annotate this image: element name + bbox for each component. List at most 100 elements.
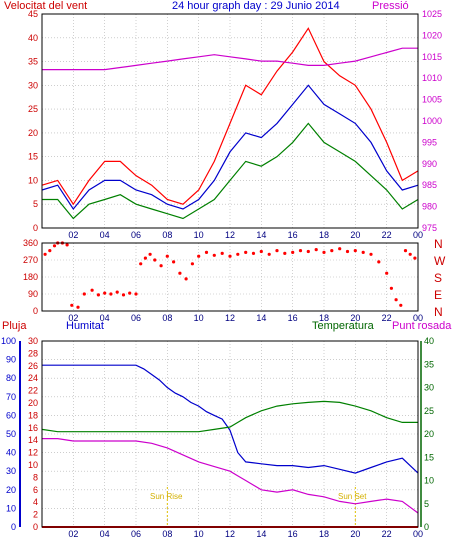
direction-point (65, 243, 69, 247)
rain-y-tick-4: 4 (33, 497, 38, 507)
dew-point-axis-title: Punt rosada (392, 320, 452, 332)
rain-y-tick-10: 10 (28, 460, 38, 470)
wind-speed-axis-title: Velocitat del vent (4, 0, 88, 12)
temperature-y-tick-0: 0 (424, 522, 429, 532)
humidity-y-tick-30: 30 (6, 466, 16, 476)
humidity-x-tick-20: 20 (350, 529, 360, 539)
direction-x-tick-12: 12 (225, 313, 235, 323)
direction-point (394, 298, 398, 302)
pressure-axis-title: Pressió (372, 0, 409, 12)
temperature-y-tick-5: 5 (424, 499, 429, 509)
direction-x-tick-22: 22 (382, 313, 392, 323)
wind-y-tick-40: 40 (28, 33, 38, 43)
direction-point (134, 292, 138, 296)
humidity-axis-title: Humitat (66, 320, 104, 332)
wind-x-tick-10: 10 (194, 230, 204, 240)
direction-point (76, 305, 80, 309)
rain-y-tick-0: 0 (33, 522, 38, 532)
temperature-axis-title: Temperatura (312, 320, 374, 332)
direction-point (283, 251, 287, 255)
direction-point (259, 249, 263, 254)
direction-point (338, 247, 342, 251)
rain-y-tick-2: 2 (33, 510, 38, 520)
temperature-y-tick-15: 15 (424, 452, 434, 462)
rain-y-tick-16: 16 (28, 423, 38, 433)
direction-point (178, 271, 182, 275)
direction-y-tick-180: 180 (23, 272, 38, 282)
rain-y-tick-30: 30 (28, 336, 38, 346)
direction-point (361, 250, 365, 254)
direction-y-tick-90: 90 (28, 289, 38, 299)
direction-point (330, 249, 334, 253)
direction-point (212, 253, 216, 257)
pressure-y-tick-1005: 1005 (422, 95, 442, 105)
direction-x-tick-08: 08 (162, 313, 172, 323)
direction-point (377, 260, 381, 264)
rain-y-tick-18: 18 (28, 410, 38, 420)
wind-series-pressió (42, 47, 418, 71)
humidity-y-tick-70: 70 (6, 392, 16, 402)
pressure-y-tick-1025: 1025 (422, 9, 442, 19)
wind-x-tick-04: 04 (100, 230, 110, 240)
pressure-y-tick-980: 980 (422, 202, 437, 212)
temperature-y-tick-25: 25 (424, 406, 434, 416)
pressure-y-tick-985: 985 (422, 180, 437, 190)
direction-x-tick-04: 04 (100, 313, 110, 323)
direction-point (43, 252, 47, 256)
pressure-y-tick-995: 995 (422, 137, 437, 147)
rain-y-tick-20: 20 (28, 398, 38, 408)
direction-point (115, 290, 119, 294)
direction-point (220, 251, 224, 255)
humidity-x-tick-14: 14 (256, 529, 266, 539)
rain-y-tick-8: 8 (33, 472, 38, 482)
direction-x-tick-06: 06 (131, 313, 141, 323)
direction-point (322, 250, 326, 254)
direction-point (70, 303, 74, 307)
wind-x-tick-20: 20 (350, 230, 360, 240)
direction-point (121, 293, 126, 297)
temperature-y-tick-30: 30 (424, 383, 434, 393)
rain-y-tick-6: 6 (33, 485, 38, 495)
humidity-series-humitat (42, 364, 419, 474)
direction-point (228, 254, 232, 258)
direction-point (143, 256, 147, 260)
direction-point (48, 249, 52, 253)
humidity-x-tick-04: 04 (100, 529, 110, 539)
direction-x-tick-16: 16 (288, 313, 298, 323)
direction-point (275, 249, 279, 253)
direction-point (399, 303, 403, 307)
direction-point (389, 286, 393, 290)
direction-point (408, 252, 412, 256)
direction-point (159, 264, 163, 268)
direction-point (204, 250, 209, 254)
humidity-series-punt-rosada (42, 438, 419, 514)
wind-x-tick-14: 14 (256, 230, 266, 240)
direction-point (52, 244, 57, 248)
graph-date-title: 24 hour graph day : 29 Junio 2014 (172, 0, 340, 12)
humidity-x-tick-08: 08 (162, 529, 172, 539)
pressure-y-tick-975: 975 (422, 223, 437, 233)
humidity-y-tick-80: 80 (6, 373, 16, 383)
direction-point (190, 262, 194, 266)
direction-chart-frame (41, 242, 419, 312)
humidity-x-tick-16: 16 (288, 529, 298, 539)
humidity-x-tick-02: 02 (68, 529, 78, 539)
humidity-x-tick-18: 18 (319, 529, 329, 539)
temperature-y-tick-40: 40 (424, 336, 434, 346)
humidity-series-temperatura (41, 400, 418, 433)
wind-series-gust (41, 27, 419, 206)
rain-y-tick-28: 28 (28, 348, 38, 358)
pressure-y-tick-1020: 1020 (422, 30, 442, 40)
direction-x-tick-00: 00 (413, 313, 423, 323)
wind-x-tick-18: 18 (319, 230, 329, 240)
pressure-y-tick-1000: 1000 (422, 116, 442, 126)
humidity-x-tick-00: 00 (413, 529, 423, 539)
direction-point (139, 262, 143, 266)
humidity-x-tick-12: 12 (225, 529, 235, 539)
humidity-y-tick-50: 50 (6, 429, 16, 439)
humidity-y-tick-10: 10 (6, 503, 16, 513)
sun-rise-annotation: Sun Rise (150, 492, 183, 501)
direction-point (197, 254, 201, 258)
wind-y-tick-35: 35 (28, 57, 38, 67)
